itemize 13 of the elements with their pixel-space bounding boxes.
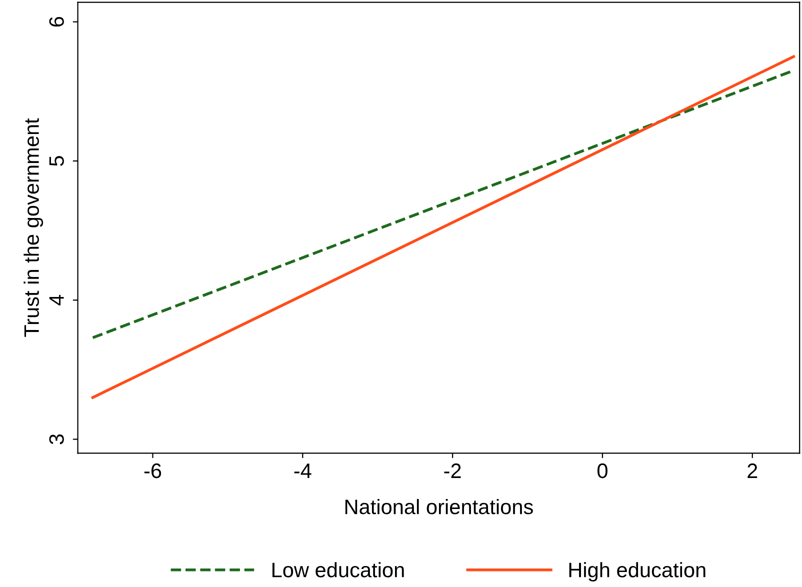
x-axis-title: National orientations xyxy=(345,498,533,514)
y-tick-label: 3 xyxy=(49,434,64,444)
x-tick-label: 2 xyxy=(748,463,758,478)
y-tick-label: 6 xyxy=(49,16,64,27)
y-tick-label: 5 xyxy=(49,156,64,166)
y-tick-label: 4 xyxy=(49,294,64,306)
x-tick-label: -4 xyxy=(294,464,312,478)
y-axis-title: Trust in the government xyxy=(24,118,44,337)
x-tick-label: -2 xyxy=(444,463,461,478)
legend-label: High education xyxy=(569,562,706,582)
x-tick-label: -6 xyxy=(144,463,162,478)
legend-label: Low education xyxy=(272,562,404,578)
x-tick-label: 0 xyxy=(597,463,608,478)
